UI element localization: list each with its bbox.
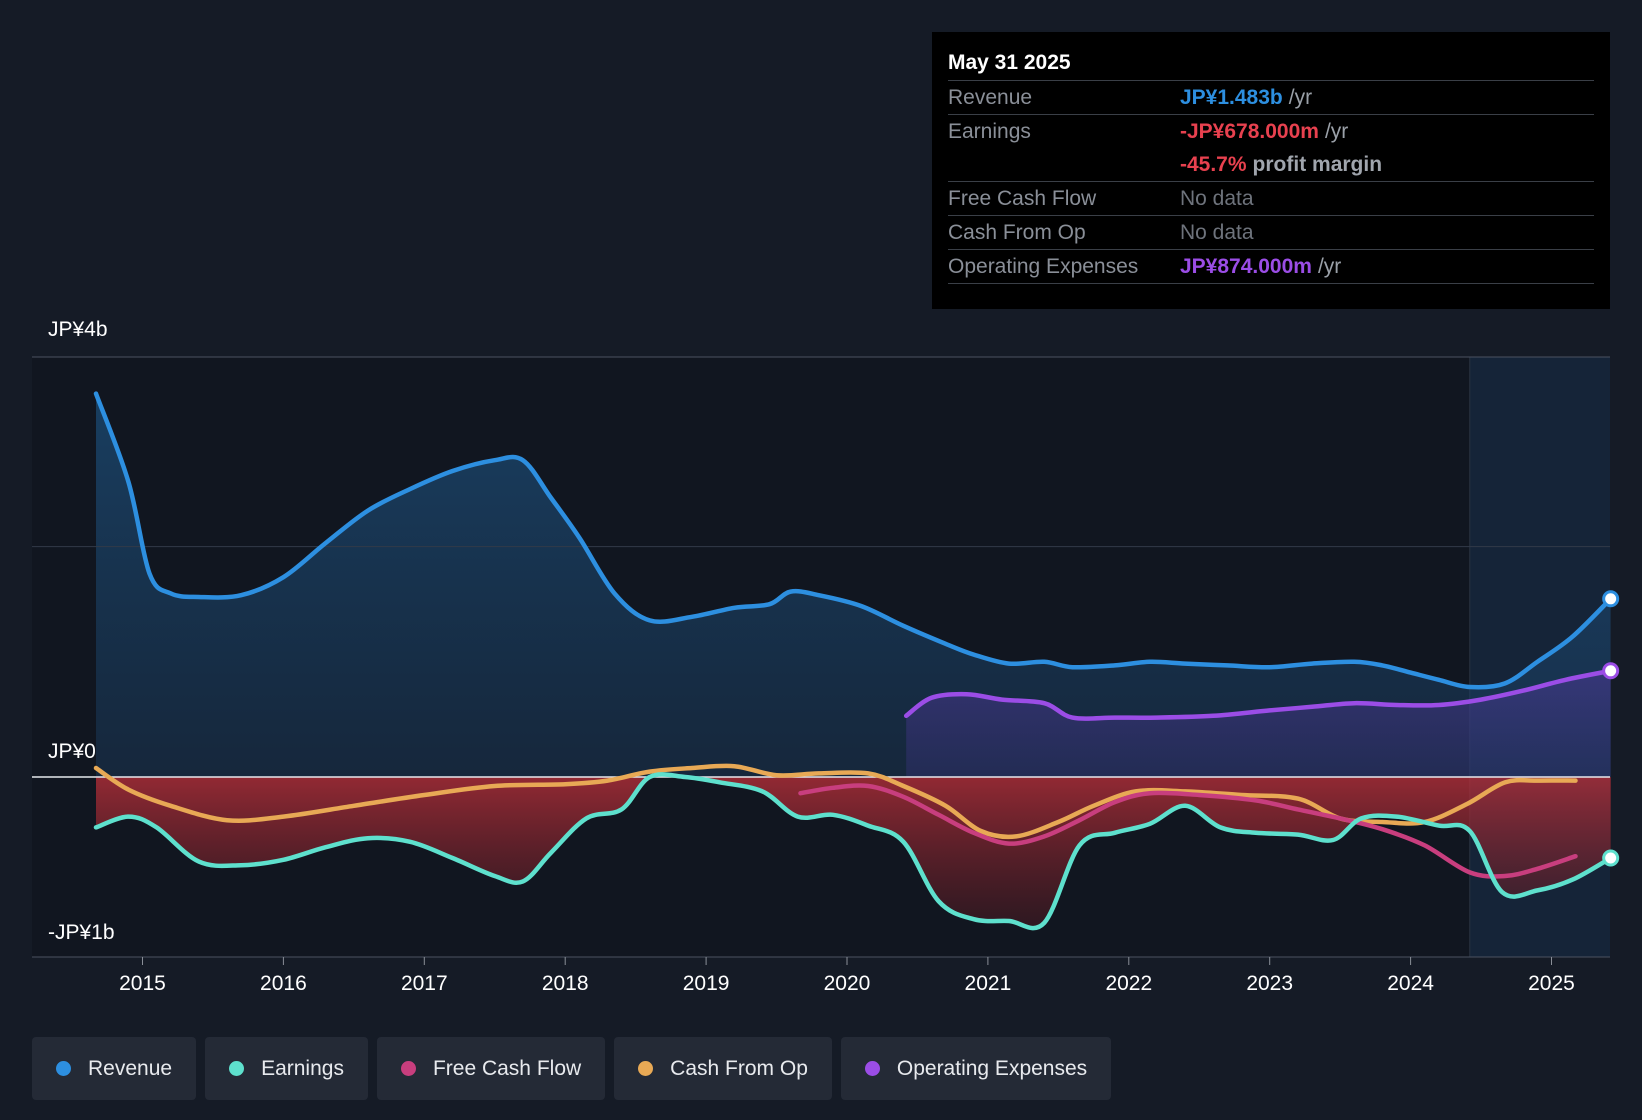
x-tick-label: 2024 [1387, 972, 1434, 995]
legend-item-earnings[interactable]: Earnings [205, 1037, 368, 1100]
tooltip-row: Revenue JP¥1.483b/yr [948, 80, 1594, 114]
operating-expenses-line [903, 668, 1613, 721]
x-tick-label: 2022 [1105, 972, 1152, 995]
legend-dot-icon [229, 1061, 245, 1076]
tooltip-divider [948, 283, 1594, 284]
tooltip-row-label: Free Cash Flow [948, 186, 1097, 210]
tooltip-row: Free Cash Flow No data [948, 181, 1594, 215]
revenue-line [93, 391, 1613, 690]
x-tick-label: 2025 [1528, 972, 1575, 995]
tooltip-row: Cash From Op No data [948, 215, 1594, 249]
x-tick-label: 2020 [824, 972, 871, 995]
series-areas [96, 393, 1611, 929]
tooltip-row-value: No data [1180, 220, 1254, 244]
tooltip-row-label: Operating Expenses [948, 254, 1139, 278]
y-tick-label: JP¥0 [48, 740, 96, 763]
tooltip-row-value: JP¥874.000m [1180, 254, 1312, 278]
legend-dot-icon [56, 1061, 71, 1076]
tooltip-row-value: -JP¥678.000m [1180, 119, 1319, 143]
legend-label: Operating Expenses [896, 1056, 1088, 1080]
tooltip-row: Operating Expenses JP¥874.000m/yr [948, 249, 1594, 283]
legend-label: Cash From Op [670, 1056, 808, 1080]
x-tick-label: 2016 [260, 972, 307, 995]
legend-dot-icon [638, 1061, 654, 1076]
legend: Revenue Earnings Free Cash Flow Cash From O… [32, 1037, 1120, 1100]
legend-item-free-cash-flow[interactable]: Free Cash Flow [376, 1037, 606, 1100]
tooltip-row-label: Earnings [948, 119, 1031, 143]
earnings-area [96, 774, 1611, 929]
x-tick-label: 2021 [965, 972, 1012, 995]
legend-label: Earnings [261, 1056, 344, 1080]
opex-area [906, 670, 1611, 777]
y-tick-label: -JP¥1b [48, 921, 115, 944]
tooltip-row-value: JP¥1.483b [1180, 85, 1283, 109]
x-tick-label: 2017 [401, 972, 448, 995]
y-axis-labels: JP¥4b JP¥0 -JP¥1b [48, 318, 115, 944]
x-tick-label: 2019 [683, 972, 730, 995]
earnings-end-marker [1602, 849, 1620, 867]
legend-dot-icon [864, 1061, 880, 1076]
gridlines [32, 356, 1610, 958]
tooltip-row: Earnings -JP¥678.000m/yr [948, 114, 1594, 148]
earnings-line [93, 772, 1613, 931]
series-lines [93, 391, 1620, 931]
operating-expenses-end-marker [1602, 662, 1620, 680]
tooltip-row-unit: /yr [1288, 85, 1313, 109]
x-tick-label: 2018 [542, 972, 589, 995]
free-cash-flow-line [798, 783, 1578, 879]
revenue-area [96, 393, 1611, 777]
tooltip-row-unit: profit margin [1252, 152, 1383, 176]
legend-label: Free Cash Flow [432, 1056, 582, 1080]
legend-label: Revenue [88, 1056, 173, 1080]
cash-from-op-line [93, 763, 1578, 840]
x-tick-label: 2023 [1246, 972, 1293, 995]
tooltip-row-label: Cash From Op [948, 220, 1086, 244]
y-tick-label: JP¥4b [48, 318, 108, 341]
legend-item-operating-expenses[interactable]: Operating Expenses [840, 1037, 1112, 1100]
tooltip-row: -45.7% profit margin [948, 148, 1594, 181]
legend-item-cash-from-op[interactable]: Cash From Op [614, 1037, 832, 1100]
x-tick-label: 2015 [119, 972, 166, 995]
legend-item-revenue[interactable]: Revenue [32, 1037, 197, 1100]
tooltip-row-value: -45.7% [1180, 152, 1247, 176]
tooltip-row-unit: /yr [1324, 119, 1349, 143]
tooltip-date: May 31 2025 [948, 51, 1071, 74]
tooltip-panel: May 31 2025 Revenue JP¥1.483b/yr Earnings -… [932, 32, 1610, 309]
tooltip-rows: Revenue JP¥1.483b/yr Earnings -JP¥678.000m /… [948, 80, 1594, 283]
x-axis: 2015 2016 2017 2018 2019 2020 2021 2022 2023 2024… [119, 957, 1575, 995]
revenue-end-marker [1602, 590, 1620, 608]
legend-dot-icon [400, 1061, 416, 1076]
tooltip-row-unit: /yr [1317, 254, 1342, 278]
tooltip-row-value: No data [1180, 186, 1254, 210]
tooltip-row-label: Revenue [948, 85, 1033, 109]
